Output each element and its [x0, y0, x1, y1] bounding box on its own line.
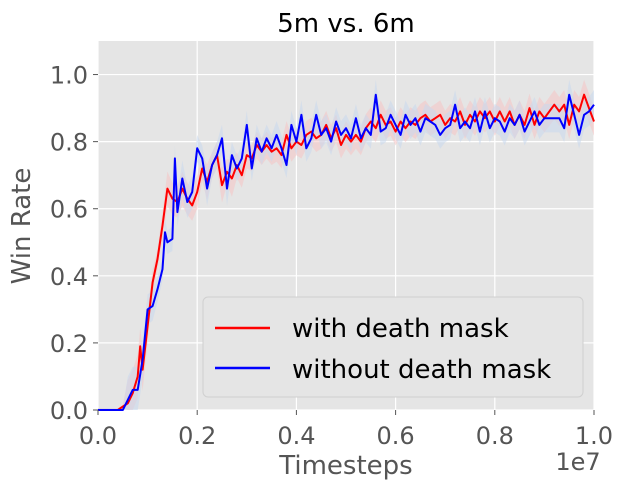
series-line-1 [98, 93, 595, 411]
axis-ticks: 0.0 0.2 0.4 0.6 0.8 1.0 0.0 0.2 0.4 0.6 0.8 1.0 [50, 62, 613, 450]
series-lines [98, 93, 595, 411]
y-axis-label: Win Rate [7, 168, 37, 285]
legend-box [202, 296, 584, 398]
confidence-bands [98, 79, 594, 410]
x-tick-label: 1.0 [575, 422, 613, 450]
legend-label-without-death-mask: without death mask [292, 355, 551, 385]
legend-label-with-death-mask: with death mask [292, 314, 509, 344]
y-tick-label: 0.2 [50, 330, 88, 358]
x-tick-label: 0.6 [377, 422, 415, 450]
x-tick-label: 0.4 [277, 422, 315, 450]
y-tick-label: 1.0 [50, 62, 88, 90]
y-tick-label: 0.8 [50, 129, 88, 157]
x-tick-label: 0.0 [79, 422, 117, 450]
x-axis-offset-label: 1e7 [555, 448, 600, 476]
x-tick-label: 0.8 [476, 422, 514, 450]
y-tick-label: 0.4 [50, 263, 88, 291]
y-tick-label: 0.6 [50, 196, 88, 224]
x-axis-label: Timesteps [278, 451, 412, 481]
legend: with death mask without death mask [202, 296, 584, 398]
y-tick-label: 0.0 [50, 397, 88, 425]
x-tick-label: 0.2 [178, 422, 216, 450]
chart-title: 5m vs. 6m [277, 9, 414, 39]
confidence-band-1 [98, 79, 594, 410]
